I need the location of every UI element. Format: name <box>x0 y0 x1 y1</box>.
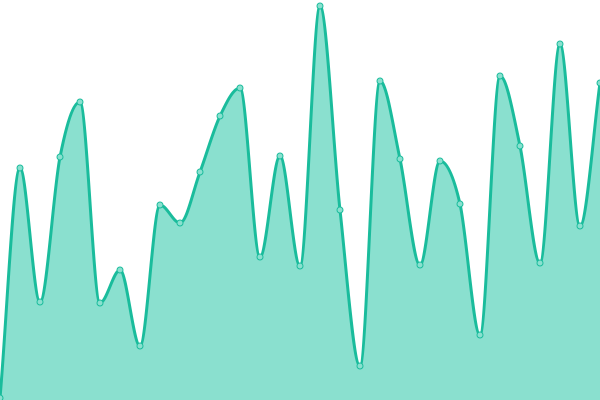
data-point-18 <box>356 362 364 370</box>
data-point-27 <box>536 259 544 267</box>
data-point-8 <box>156 201 164 209</box>
data-point-5 <box>96 299 104 307</box>
data-point-16 <box>316 2 324 10</box>
data-point-25 <box>496 72 504 80</box>
data-point-15 <box>296 262 304 270</box>
data-point-6 <box>116 266 124 274</box>
data-point-4 <box>76 98 84 106</box>
data-point-28 <box>556 40 564 48</box>
series-line <box>0 4 600 399</box>
data-point-7 <box>136 342 144 350</box>
data-point-29 <box>576 222 584 230</box>
data-point-23 <box>456 200 464 208</box>
data-point-13 <box>256 253 264 261</box>
data-point-30 <box>596 79 600 87</box>
data-point-24 <box>476 331 484 339</box>
area-fill <box>0 6 600 400</box>
data-point-21 <box>416 261 424 269</box>
data-point-19 <box>376 77 384 85</box>
data-point-14 <box>276 152 284 160</box>
data-point-20 <box>396 155 404 163</box>
data-point-17 <box>336 206 344 214</box>
data-point-22 <box>436 157 444 165</box>
data-point-3 <box>56 153 64 161</box>
data-point-12 <box>236 84 244 92</box>
data-point-26 <box>516 142 524 150</box>
data-point-1 <box>16 164 24 172</box>
data-point-10 <box>196 168 204 176</box>
data-point-9 <box>176 219 184 227</box>
data-point-2 <box>36 298 44 306</box>
data-point-0 <box>0 394 4 400</box>
data-point-11 <box>216 112 224 120</box>
